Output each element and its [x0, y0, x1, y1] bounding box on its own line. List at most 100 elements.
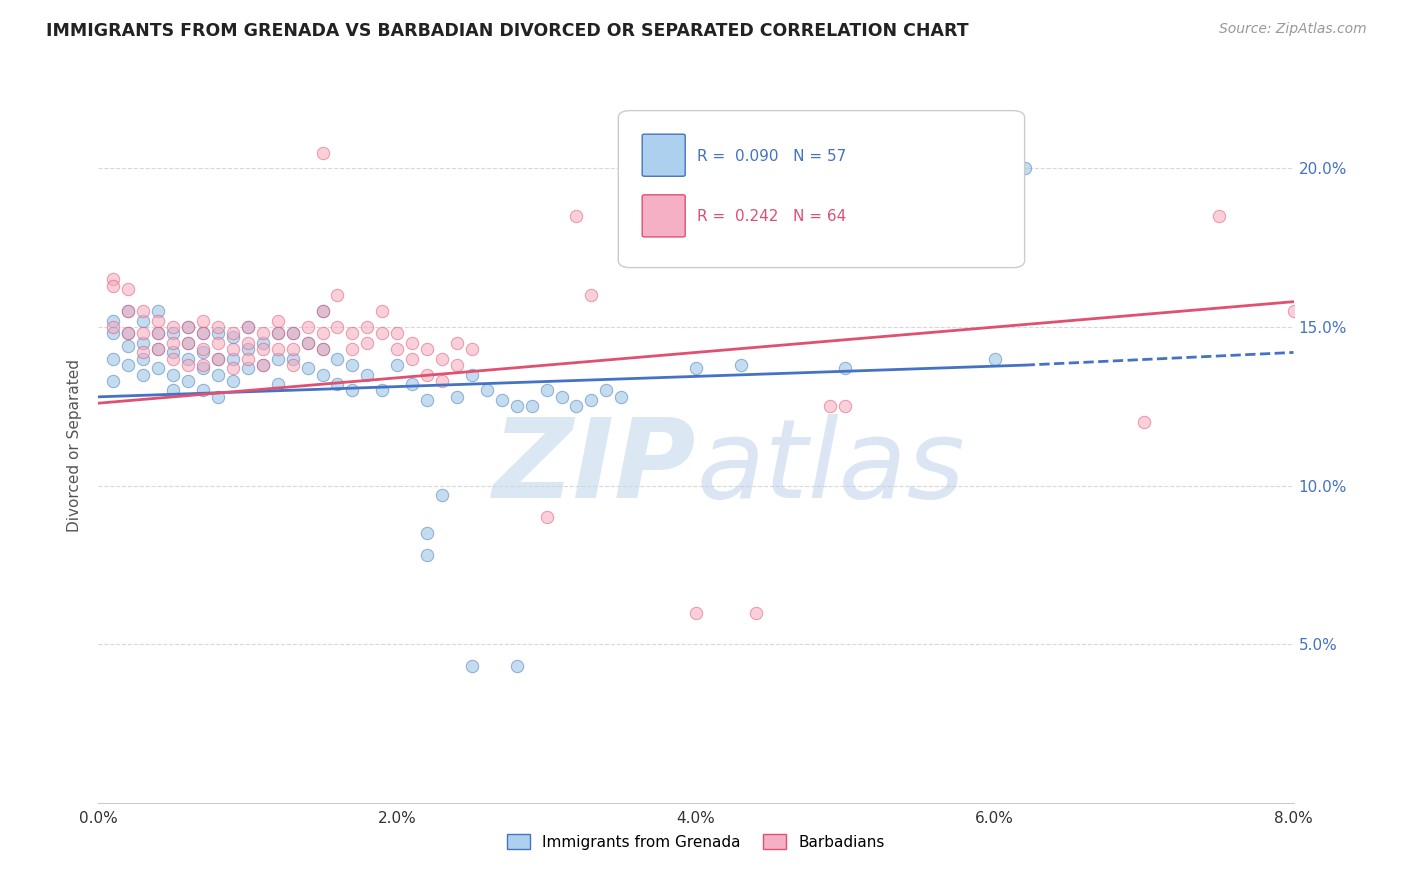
Point [281, 358, 304, 372]
Point [416, 526, 439, 541]
Point [162, 320, 184, 334]
Point [222, 351, 245, 366]
Point [267, 326, 290, 341]
Point [430, 351, 453, 366]
Point [834, 361, 856, 376]
Point [222, 329, 245, 343]
Point [132, 335, 155, 350]
Point [356, 320, 378, 334]
Point [117, 304, 139, 318]
Point [267, 314, 290, 328]
Point [132, 304, 155, 318]
Point [1282, 304, 1305, 318]
Point [222, 361, 245, 376]
Point [1208, 209, 1230, 223]
Point [222, 326, 245, 341]
Point [565, 400, 588, 414]
Point [446, 390, 468, 404]
Point [581, 392, 603, 407]
Point [222, 343, 245, 357]
Point [416, 392, 439, 407]
Point [311, 326, 333, 341]
Point [207, 368, 229, 382]
Point [820, 400, 842, 414]
Point [148, 314, 170, 328]
Point [191, 358, 214, 372]
Point [506, 400, 529, 414]
Point [342, 358, 364, 372]
Point [103, 320, 125, 334]
Point [984, 351, 1007, 366]
Point [162, 351, 184, 366]
Point [207, 326, 229, 341]
Point [356, 368, 378, 382]
Point [207, 390, 229, 404]
Point [103, 272, 125, 286]
Point [311, 304, 333, 318]
Point [252, 358, 274, 372]
Point [311, 368, 333, 382]
Point [148, 343, 170, 357]
Point [730, 358, 752, 372]
Point [595, 384, 617, 398]
Point [342, 326, 364, 341]
Point [117, 339, 139, 353]
Point [281, 326, 304, 341]
Point [297, 361, 319, 376]
Point [162, 384, 184, 398]
Point [281, 343, 304, 357]
Point [132, 368, 155, 382]
Point [326, 351, 349, 366]
Point [267, 377, 290, 392]
Point [416, 343, 439, 357]
Point [685, 361, 707, 376]
Point [461, 368, 484, 382]
Point [191, 326, 214, 341]
Point [177, 358, 200, 372]
Point [446, 335, 468, 350]
Point [148, 326, 170, 341]
FancyBboxPatch shape [619, 111, 1025, 268]
Point [103, 351, 125, 366]
Point [177, 335, 200, 350]
Point [132, 351, 155, 366]
Point [416, 549, 439, 563]
Text: Source: ZipAtlas.com: Source: ZipAtlas.com [1219, 22, 1367, 37]
Point [506, 659, 529, 673]
Point [311, 145, 333, 160]
Point [1014, 161, 1036, 176]
Point [222, 374, 245, 388]
Point [581, 288, 603, 302]
Point [342, 343, 364, 357]
Point [446, 358, 468, 372]
Text: R =  0.090   N = 57: R = 0.090 N = 57 [697, 149, 846, 164]
Point [191, 361, 214, 376]
Point [401, 351, 423, 366]
Point [252, 343, 274, 357]
Text: ZIP: ZIP [492, 414, 696, 521]
FancyBboxPatch shape [643, 194, 685, 237]
Point [461, 659, 484, 673]
Point [297, 320, 319, 334]
Point [191, 384, 214, 398]
Point [117, 304, 139, 318]
Point [162, 326, 184, 341]
Point [520, 400, 543, 414]
Point [267, 326, 290, 341]
Point [177, 374, 200, 388]
Point [610, 390, 633, 404]
Point [117, 326, 139, 341]
Point [371, 304, 394, 318]
Point [297, 335, 319, 350]
Legend: Immigrants from Grenada, Barbadians: Immigrants from Grenada, Barbadians [501, 828, 891, 855]
Point [385, 358, 409, 372]
Point [148, 343, 170, 357]
Point [236, 320, 259, 334]
Point [236, 351, 259, 366]
Point [342, 384, 364, 398]
Point [416, 368, 439, 382]
Point [745, 606, 768, 620]
Point [177, 320, 200, 334]
Y-axis label: Divorced or Separated: Divorced or Separated [67, 359, 83, 533]
Point [311, 304, 333, 318]
